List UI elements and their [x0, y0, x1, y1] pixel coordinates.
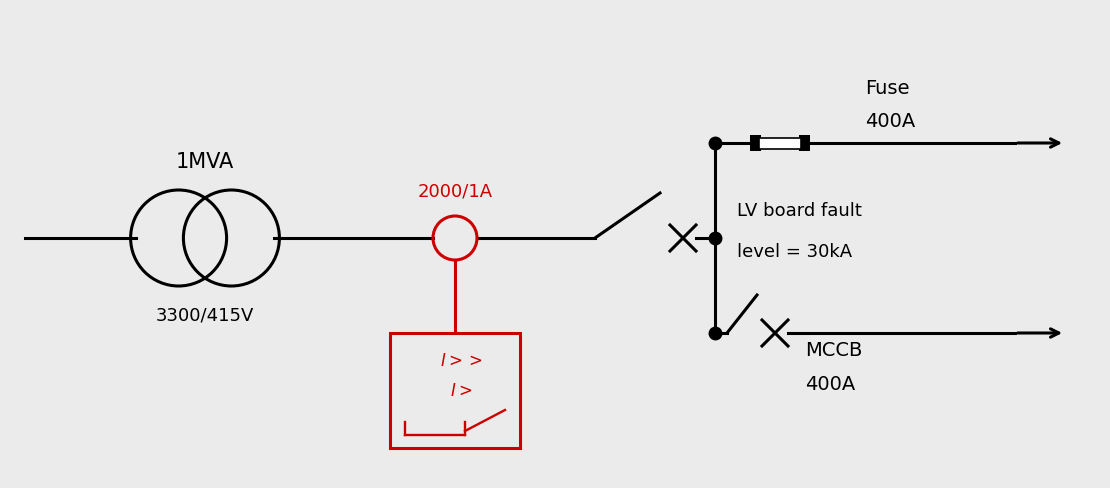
Bar [759, 138, 801, 148]
Bar [390, 333, 519, 448]
Text: 2000/1A: 2000/1A [417, 183, 493, 201]
Text: level = 30kA: level = 30kA [737, 243, 852, 261]
Text: $\mathit{I}$$\mathit{>>}$: $\mathit{I}$$\mathit{>>}$ [441, 351, 483, 369]
Text: 3300/415V: 3300/415V [155, 306, 254, 324]
Text: $\mathit{I}$$\mathit{>}$: $\mathit{I}$$\mathit{>}$ [451, 382, 473, 400]
Text: 400A: 400A [805, 375, 855, 394]
Bar [750, 135, 760, 151]
Text: LV board fault: LV board fault [737, 202, 861, 220]
Text: MCCB: MCCB [805, 341, 862, 360]
Text: 400A: 400A [865, 112, 916, 131]
Bar [799, 135, 810, 151]
Text: 1MVA: 1MVA [175, 152, 234, 172]
Text: Fuse: Fuse [865, 79, 909, 98]
